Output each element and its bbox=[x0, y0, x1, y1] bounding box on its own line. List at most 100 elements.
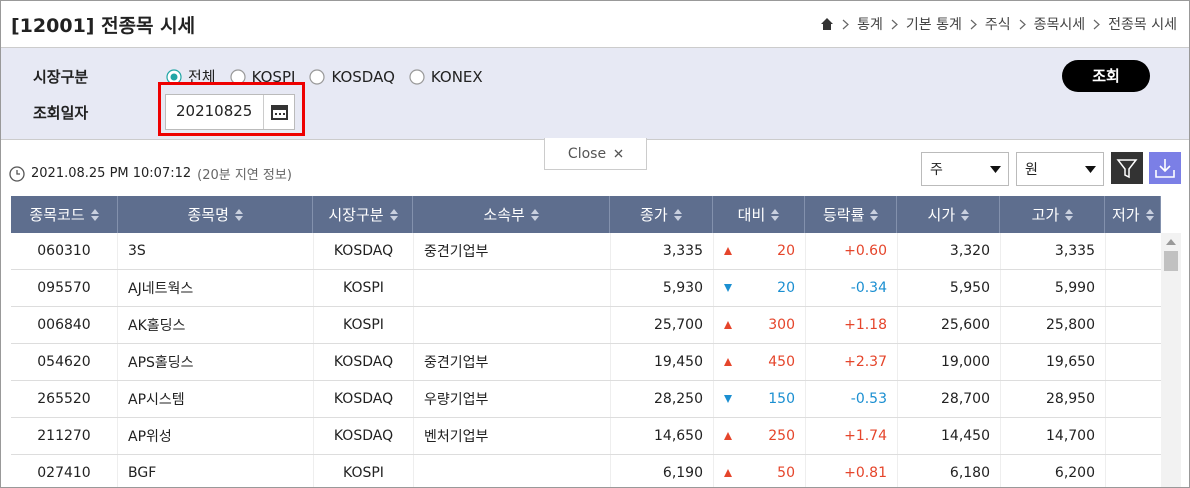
cell: 265520 bbox=[11, 381, 118, 417]
calendar-button[interactable] bbox=[263, 95, 295, 129]
cell-text: BGF bbox=[128, 465, 157, 481]
cell: 060310 bbox=[11, 233, 118, 269]
cell: 19,450 bbox=[611, 344, 714, 380]
table-row[interactable]: 006840 AK홀딩스 KOSPI 25,700 300 +1.18 25,600 25,8… bbox=[11, 307, 1161, 344]
cell: AK홀딩스 bbox=[118, 307, 314, 343]
column-header[interactable]: 등락률 bbox=[805, 196, 898, 233]
cell-text: 14,650 bbox=[654, 428, 703, 444]
cell: +2.37 bbox=[806, 344, 898, 380]
down-arrow bbox=[724, 395, 732, 403]
cell: APS홀딩스 bbox=[118, 344, 314, 380]
cell bbox=[1106, 270, 1161, 306]
column-header[interactable]: 종목명 bbox=[118, 196, 314, 233]
cell-text: +2.37 bbox=[844, 354, 887, 370]
cell-text: 중견기업부 bbox=[424, 244, 489, 260]
cell: 3,320 bbox=[898, 233, 1001, 269]
dropdown-arrow bbox=[990, 166, 1001, 173]
cell-text: +0.81 bbox=[844, 465, 887, 481]
up-arrow bbox=[724, 432, 732, 440]
table-row[interactable]: 060310 3S KOSDAQ 중견기업부 3,335 20 +0.60 3,320 3,33… bbox=[11, 233, 1161, 270]
filter-button[interactable] bbox=[1111, 152, 1143, 184]
breadcrumb: 통계 기본 통계 주식 종목시세 전종목 시세 bbox=[820, 14, 1177, 34]
arrow-shape bbox=[724, 395, 732, 403]
breadcrumb-item[interactable]: 전종목 시세 bbox=[1108, 17, 1177, 33]
column-header[interactable]: 고가 bbox=[1000, 196, 1106, 233]
column-header[interactable]: 소속부 bbox=[413, 196, 610, 233]
column-title: 고가 bbox=[1031, 206, 1060, 224]
cell: +1.18 bbox=[806, 307, 898, 343]
table-row[interactable]: 054620 APS홀딩스 KOSDAQ 중견기업부 19,450 450 +2.37 19,… bbox=[11, 344, 1161, 381]
cell bbox=[414, 455, 611, 487]
column-header[interactable]: 시장구분 bbox=[313, 196, 414, 233]
table-row[interactable]: 211270 AP위성 KOSDAQ 벤처기업부 14,650 250 +1.74 14,45… bbox=[11, 418, 1161, 455]
sort-icon bbox=[90, 208, 99, 221]
cell: KOSDAQ bbox=[314, 381, 414, 417]
cell-text: 50 bbox=[777, 465, 795, 481]
down-arrow bbox=[724, 284, 732, 292]
chevron bbox=[1019, 19, 1026, 29]
breadcrumb-item[interactable]: 기본 통계 bbox=[905, 17, 962, 33]
sort-shape bbox=[530, 208, 539, 221]
download-button[interactable] bbox=[1149, 152, 1181, 184]
cell: 6,200 bbox=[1001, 455, 1106, 487]
date-label: 조회일자 bbox=[33, 104, 89, 122]
column-title: 시장구분 bbox=[328, 206, 384, 224]
chevron-shape bbox=[1093, 19, 1101, 29]
column-title: 종가 bbox=[640, 206, 668, 224]
cell-text: 19,000 bbox=[941, 354, 990, 370]
table-row[interactable]: 265520 AP시스템 KOSDAQ 우량기업부 28,250 150 -0.53 28,7… bbox=[11, 381, 1161, 418]
column-title: 저가 bbox=[1111, 206, 1140, 224]
arrow-shape bbox=[724, 469, 732, 477]
cell: 6,180 bbox=[898, 455, 1001, 487]
cell: 벤처기업부 bbox=[414, 418, 611, 454]
cell: KOSPI bbox=[314, 270, 414, 306]
scrollbar[interactable] bbox=[1161, 233, 1181, 487]
cell-text: 006840 bbox=[37, 317, 91, 333]
search-button[interactable]: 조회 bbox=[1062, 60, 1150, 92]
cell-text: 14,700 bbox=[1046, 428, 1095, 444]
cell-text: 3,320 bbox=[949, 243, 990, 259]
cell bbox=[1106, 418, 1161, 454]
market-option[interactable]: KONEX bbox=[409, 66, 483, 87]
cell: 14,700 bbox=[1001, 418, 1106, 454]
sort-icon bbox=[530, 208, 539, 221]
column-header[interactable]: 종목코드 bbox=[11, 196, 119, 233]
home-icon[interactable] bbox=[820, 17, 834, 31]
up-arrow bbox=[724, 469, 732, 477]
column-header[interactable]: 시가 bbox=[897, 196, 1001, 233]
column-header[interactable]: 종가 bbox=[610, 196, 713, 233]
up-arrow bbox=[724, 247, 732, 255]
cell: 14,650 bbox=[611, 418, 714, 454]
period-select[interactable]: 주 bbox=[921, 152, 1009, 186]
cell-text: KOSPI bbox=[343, 317, 384, 333]
cell: 우량기업부 bbox=[414, 381, 611, 417]
breadcrumb-item[interactable]: 종목시세 bbox=[1033, 17, 1086, 33]
close-tab[interactable]: Close bbox=[544, 138, 647, 170]
table-row[interactable]: 095570 AJ네트웍스 KOSPI 5,930 20 -0.34 5,950 5,990 bbox=[11, 270, 1161, 307]
cell: 3,335 bbox=[611, 233, 714, 269]
cell: +0.60 bbox=[806, 233, 898, 269]
cell: 중견기업부 bbox=[414, 344, 611, 380]
breadcrumb-item[interactable]: 주식 bbox=[984, 17, 1011, 33]
close-icon bbox=[614, 149, 623, 158]
date-input[interactable]: 20210825 bbox=[165, 94, 295, 130]
currency-select[interactable]: 원 bbox=[1016, 152, 1104, 186]
breadcrumb-item[interactable]: 통계 bbox=[857, 17, 883, 33]
chevron bbox=[1093, 19, 1101, 29]
cell-text: 3S bbox=[128, 243, 146, 259]
option-label: KONEX bbox=[430, 67, 483, 86]
market-option[interactable]: 전체 bbox=[166, 66, 216, 87]
cell: +1.74 bbox=[806, 418, 898, 454]
market-option[interactable]: KOSDAQ bbox=[309, 66, 395, 87]
cell-text: 450 bbox=[768, 354, 795, 370]
column-header[interactable]: 저가 bbox=[1105, 196, 1161, 233]
cell-text: 027410 bbox=[37, 465, 91, 481]
scroll-thumb[interactable] bbox=[1164, 251, 1178, 271]
table-row[interactable]: 027410 BGF KOSPI 6,190 50 +0.81 6,180 6,200 bbox=[11, 455, 1161, 487]
chevron-shape bbox=[891, 19, 898, 29]
cell: 20 bbox=[714, 233, 806, 269]
market-option[interactable]: KOSPI bbox=[230, 66, 295, 87]
cell-text: 25,700 bbox=[654, 317, 703, 333]
column-header[interactable]: 대비 bbox=[713, 196, 806, 233]
cell: -0.34 bbox=[806, 270, 898, 306]
